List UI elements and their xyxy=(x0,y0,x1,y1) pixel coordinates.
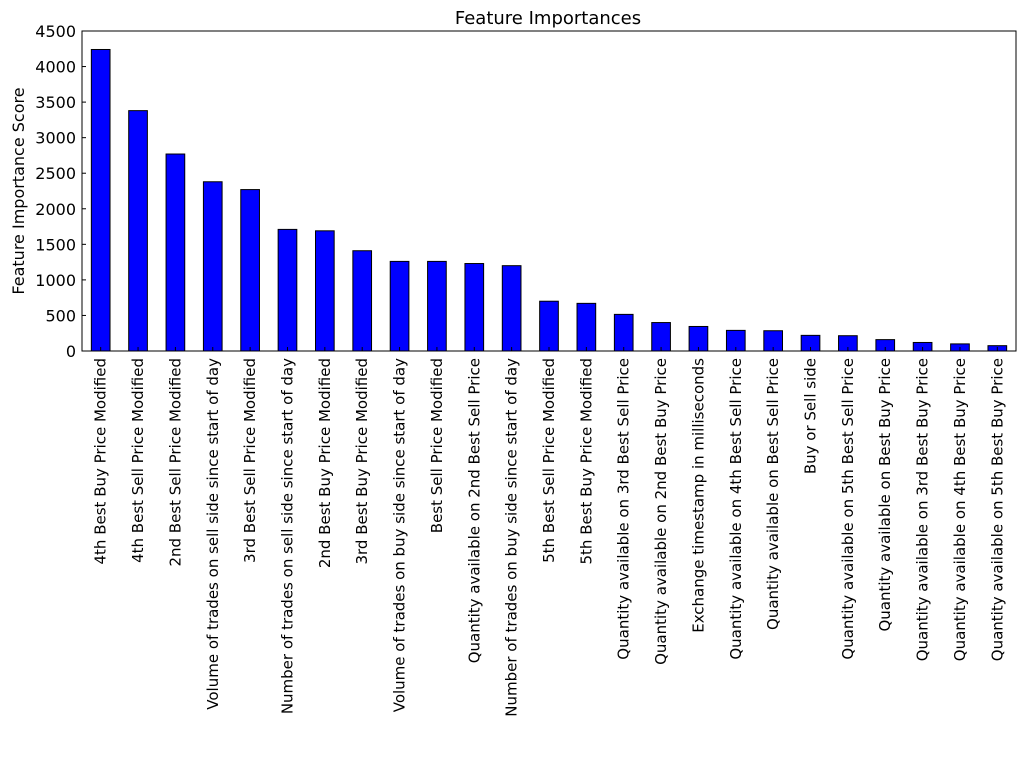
x-tick-label: Exchange timestamp in milliseconds xyxy=(689,358,707,633)
x-tick-label: Quantity available on 3rd Best Buy Price xyxy=(914,358,932,661)
x-tick-label: Quantity available on 5th Best Sell Pric… xyxy=(839,358,857,660)
bar xyxy=(240,189,260,352)
y-tick-label: 2000 xyxy=(35,200,76,219)
y-axis-ticks: 0 500 1000 1500 2000 2500 3000 3500 4000 4500 xyxy=(35,22,86,361)
bar xyxy=(315,230,335,352)
x-tick-label: Quantity available on 5th Best Buy Price xyxy=(988,358,1006,661)
bar xyxy=(165,153,186,352)
bar xyxy=(576,302,597,352)
x-tick-label: Quantity available on Best Buy Price xyxy=(876,358,894,632)
x-tick-label: Buy or Sell side xyxy=(802,358,820,474)
bar xyxy=(277,228,298,352)
x-tick-label: Quantity available on 3rd Best Sell Pric… xyxy=(615,358,633,660)
x-tick-label: Quantity available on 2nd Best Sell Pric… xyxy=(465,358,483,663)
x-tick-label: 5th Best Sell Price Modified xyxy=(540,358,558,563)
x-tick-label: Quantity available on 2nd Best Buy Price xyxy=(652,358,670,665)
y-tick-label: 2500 xyxy=(35,164,76,183)
y-tick-label: 4000 xyxy=(35,58,76,77)
y-tick-label: 3500 xyxy=(35,93,76,112)
bar xyxy=(202,181,223,352)
x-tick-label: Best Sell Price Modified xyxy=(428,358,446,533)
x-tick-label: 3rd Best Sell Price Modified xyxy=(241,358,259,563)
bar xyxy=(90,48,111,352)
bar xyxy=(352,250,373,352)
bars-group xyxy=(90,48,1008,352)
chart-title: Feature Importances xyxy=(455,8,641,29)
x-tick-label: 5th Best Buy Price Modified xyxy=(577,358,595,565)
y-tick-label: 4500 xyxy=(35,22,76,41)
bar xyxy=(464,263,485,352)
y-tick-label: 0 xyxy=(66,342,76,361)
bar xyxy=(539,300,559,352)
x-tick-label: Volume of trades on buy side since start… xyxy=(391,358,409,712)
x-tick-label: Quantity available on 4th Best Sell Pric… xyxy=(727,358,745,660)
x-tick-label: 2nd Best Buy Price Modified xyxy=(316,358,334,568)
bar xyxy=(389,260,410,352)
x-tick-label: Quantity available on 4th Best Buy Price xyxy=(951,358,969,661)
x-tick-label: 3rd Best Buy Price Modified xyxy=(353,358,371,565)
bar xyxy=(501,265,522,352)
x-tick-label: Quantity available on Best Sell Price xyxy=(764,358,782,630)
x-tick-label: 2nd Best Sell Price Modified xyxy=(166,358,184,567)
bar xyxy=(427,260,447,352)
plot-frame xyxy=(81,30,1017,352)
x-tick-label: Volume of trades on sell side since star… xyxy=(204,358,222,710)
bar xyxy=(651,322,671,352)
x-tick-label: 4th Best Buy Price Modified xyxy=(92,358,110,565)
x-tick-label: Number of trades on buy side since start… xyxy=(503,358,521,717)
y-tick-label: 3000 xyxy=(35,129,76,148)
x-axis-ticks: 4th Best Buy Price Modified 4th Best Sell… xyxy=(92,347,1006,717)
y-tick-label: 1000 xyxy=(35,271,76,290)
x-tick-label: Number of trades on sell side since star… xyxy=(278,358,296,714)
y-axis-label: Feature Importance Score xyxy=(9,87,28,294)
x-tick-label: 4th Best Sell Price Modified xyxy=(129,358,147,563)
bar xyxy=(613,313,634,352)
bar xyxy=(128,110,148,352)
y-tick-label: 1500 xyxy=(35,235,76,254)
y-tick-label: 500 xyxy=(45,306,76,325)
